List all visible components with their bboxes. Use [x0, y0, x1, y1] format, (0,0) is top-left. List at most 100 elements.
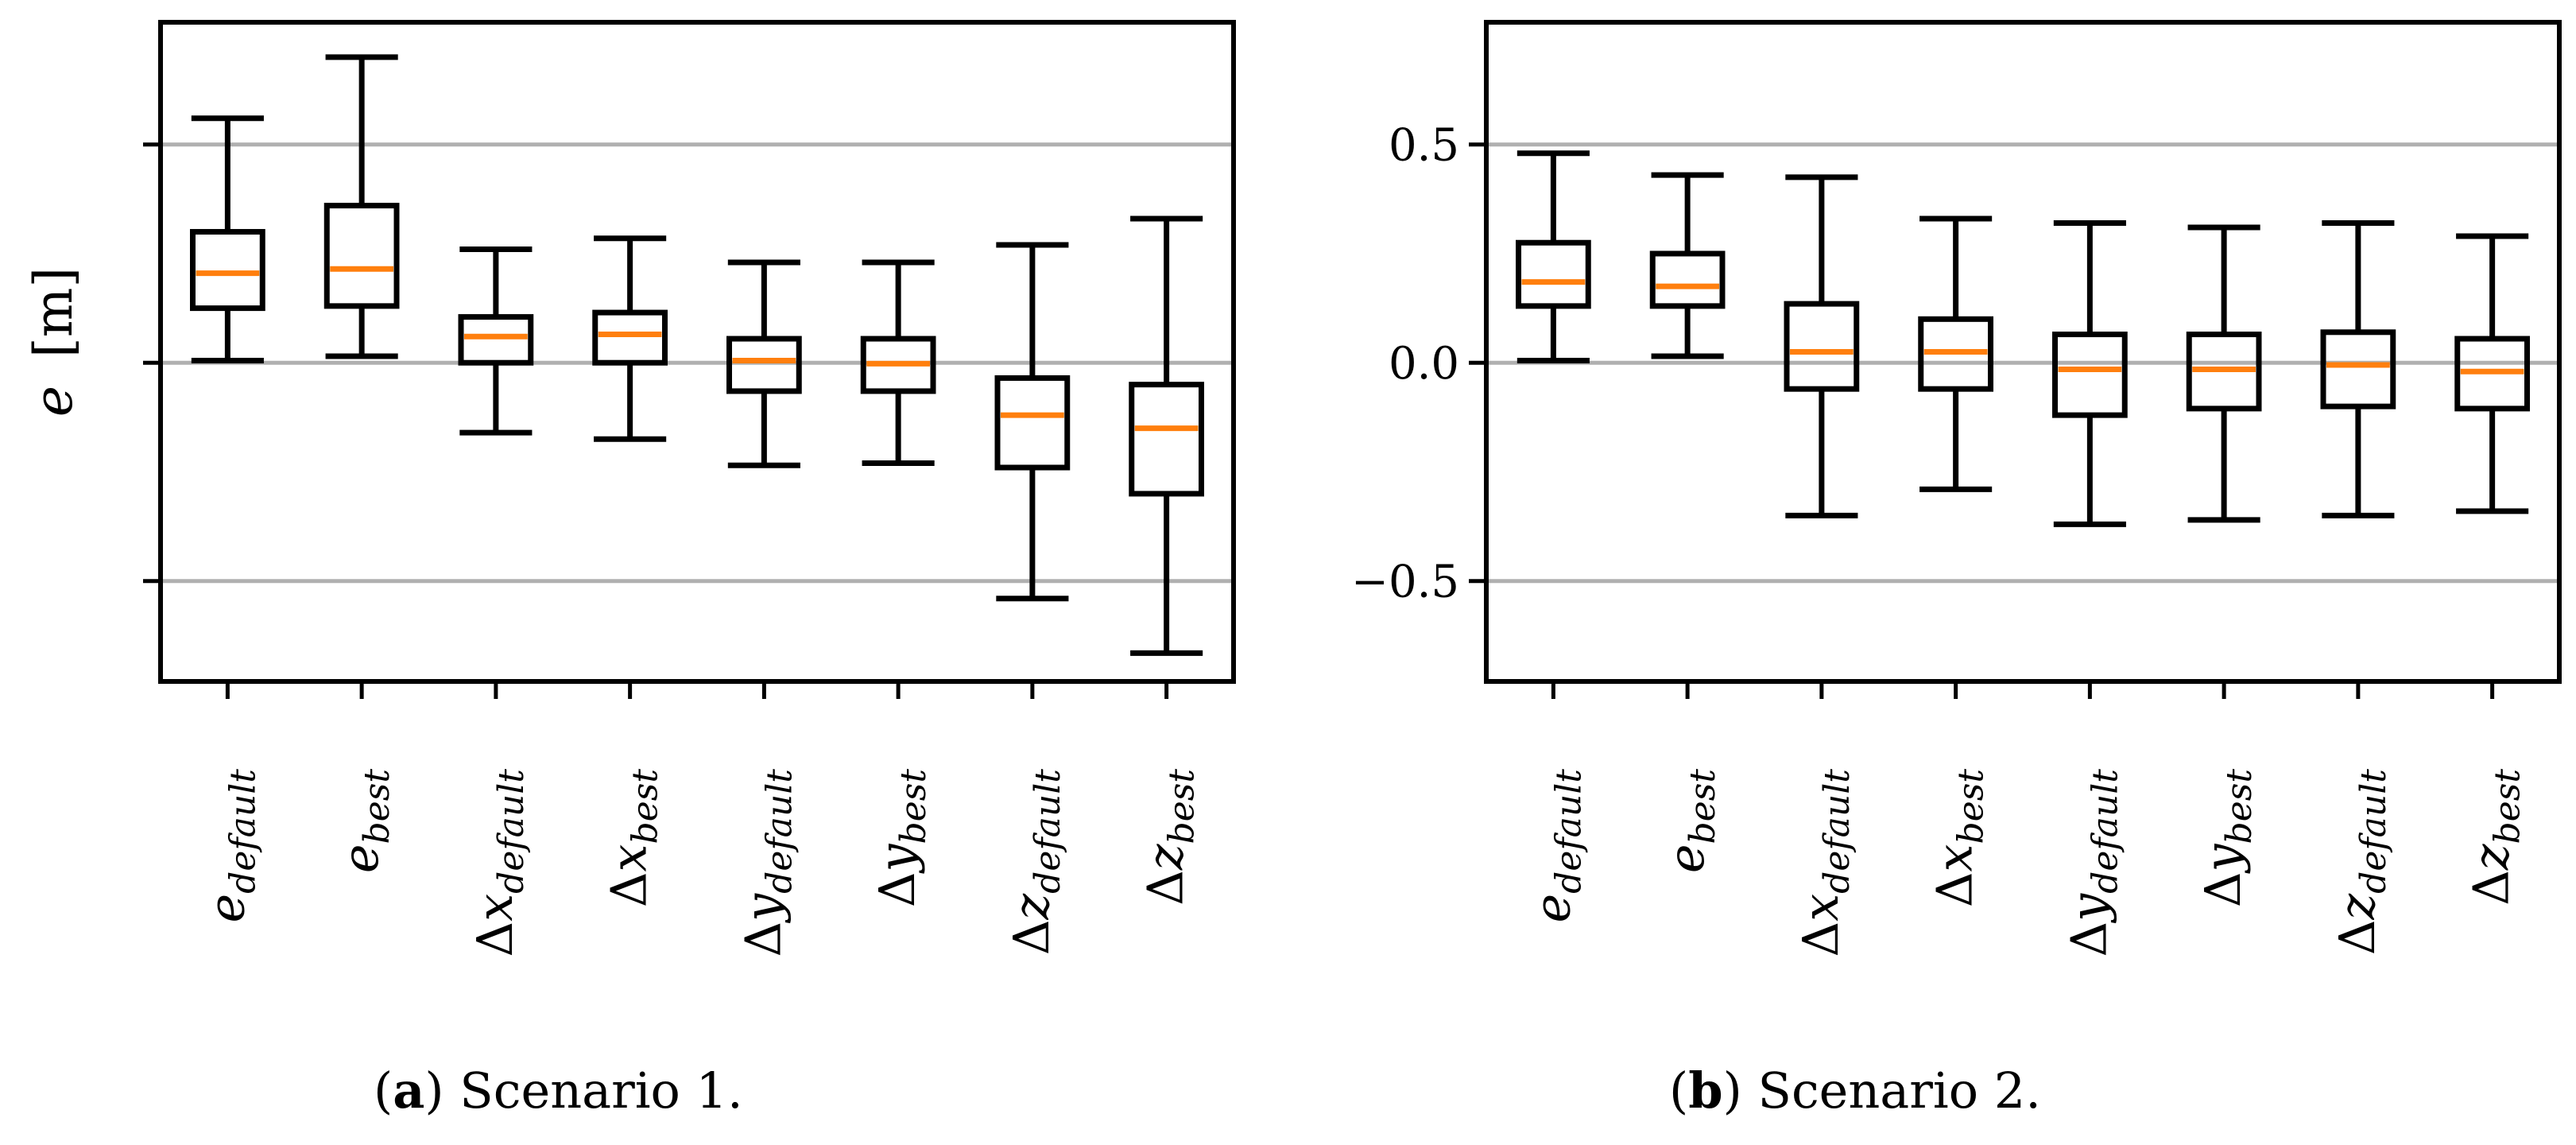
x-tick-label-delta: Δ — [868, 872, 926, 908]
x-tick-label-subscript: best — [626, 769, 666, 844]
y-tick-label: −0.5 — [1351, 557, 1459, 608]
x-tick-label-variable: y — [868, 844, 926, 875]
x-tick-label-delta: Δ — [466, 922, 524, 957]
x-tick-label-variable: e — [197, 894, 255, 923]
box — [592, 309, 668, 366]
x-tick-label-subscript: default — [223, 769, 263, 894]
box — [994, 375, 1071, 471]
box-group — [592, 235, 668, 442]
box-group — [1516, 150, 1591, 363]
x-tick-label: Δydefault — [734, 769, 800, 957]
x-tick-label: Δzbest — [1137, 769, 1203, 906]
caption-a-text: Scenario 1. — [444, 1062, 743, 1120]
axes-frame — [158, 20, 1236, 684]
caption-b-open: ( — [1669, 1062, 1689, 1120]
x-tick-label-variable: x — [600, 844, 658, 871]
x-tick-label-subscript: best — [1683, 769, 1723, 844]
caption-b-close: ) — [1722, 1062, 1742, 1120]
x-tick-label-subscript: default — [1028, 769, 1068, 894]
box — [1784, 301, 1860, 392]
box — [2320, 329, 2396, 409]
box — [860, 336, 936, 394]
box-group — [2320, 220, 2396, 518]
box-group — [2052, 220, 2128, 527]
x-tick-label: Δxdefault — [1792, 769, 1857, 957]
caption-b: (b) Scenario 2. — [1669, 1062, 2041, 1120]
axes-frame — [1484, 20, 2562, 684]
box — [726, 336, 802, 394]
y-tick-label: 0.5 — [1389, 120, 1459, 172]
x-tick-label-variable: z — [1137, 844, 1195, 871]
box-group — [1784, 174, 1860, 518]
x-tick-label: ebest — [331, 769, 397, 873]
x-tick-label-variable: e — [1523, 894, 1581, 923]
x-tick-label-subscript: best — [2488, 769, 2528, 844]
x-tick-label-subscript: default — [759, 769, 800, 894]
box — [1516, 239, 1591, 309]
x-tick-label-variable: y — [734, 893, 792, 924]
x-tick-label-variable: y — [2059, 893, 2117, 924]
box — [1129, 382, 1204, 497]
box-group — [458, 246, 534, 436]
x-tick-label: Δxdefault — [466, 769, 532, 957]
x-tick-label-delta: Δ — [2059, 922, 2117, 957]
x-tick-label-delta: Δ — [1137, 870, 1195, 906]
x-tick-label-delta: Δ — [2194, 872, 2252, 908]
x-tick-label-variable: y — [2194, 844, 2252, 875]
x-tick-label-delta: Δ — [2462, 870, 2520, 906]
x-tick-label: Δzdefault — [1002, 769, 1068, 956]
x-tick-label: Δxbest — [600, 769, 666, 908]
box-group — [1649, 172, 1726, 359]
x-tick-label-delta: Δ — [600, 871, 658, 907]
x-tick-label-subscript: best — [2219, 769, 2260, 844]
x-tick-label: edefault — [1523, 769, 1589, 923]
x-tick-label-delta: Δ — [1002, 920, 1060, 956]
x-tick-label-variable: x — [1926, 844, 1984, 871]
x-tick-label-subscript: default — [1548, 769, 1589, 894]
y-tick-label: 0.0 — [1389, 338, 1459, 390]
x-tick-label-subscript: default — [2085, 769, 2125, 894]
box-group — [2454, 233, 2530, 514]
caption-a: (a) Scenario 1. — [374, 1062, 743, 1120]
x-tick-label-subscript: default — [1817, 769, 1857, 894]
caption-a-open: ( — [374, 1062, 393, 1120]
x-tick-label-variable: e — [331, 844, 389, 873]
box-group — [2186, 224, 2262, 523]
caption-b-text: Scenario 2. — [1741, 1062, 2041, 1120]
box — [323, 203, 400, 309]
box — [2052, 332, 2128, 418]
x-tick-label: ebest — [1657, 769, 1723, 873]
box — [1649, 250, 1726, 309]
box-group — [190, 115, 265, 363]
box-group — [994, 242, 1071, 602]
x-tick-label: Δxbest — [1926, 769, 1992, 908]
x-tick-label-subscript: best — [893, 769, 934, 844]
y-axis-label-symbol: e — [23, 386, 84, 417]
caption-a-letter: a — [393, 1062, 425, 1120]
x-tick-label-variable: z — [2462, 844, 2520, 871]
x-tick-label: Δzbest — [2462, 769, 2528, 906]
box — [2454, 336, 2530, 412]
x-tick-label-variable: e — [1657, 844, 1715, 873]
x-tick-label-variable: z — [1002, 894, 1060, 921]
caption-a-close: ) — [424, 1062, 444, 1120]
box — [2186, 332, 2262, 412]
x-tick-label: Δzdefault — [2328, 769, 2394, 956]
x-tick-label-subscript: default — [491, 769, 532, 894]
x-tick-label-variable: z — [2328, 894, 2386, 921]
box-group — [1918, 215, 1993, 492]
box-group — [323, 54, 400, 359]
x-tick-label-subscript: default — [2353, 769, 2394, 894]
y-axis-label-unit: [m] — [23, 267, 84, 358]
box-group — [1129, 215, 1204, 656]
x-tick-label-delta: Δ — [2328, 920, 2386, 956]
x-tick-label-delta: Δ — [1792, 922, 1850, 957]
x-tick-label: Δydefault — [2059, 769, 2125, 957]
box-group — [860, 259, 936, 466]
y-axis-label: e [m] — [23, 267, 84, 417]
x-tick-label-delta: Δ — [1926, 871, 1984, 907]
box — [458, 314, 534, 366]
